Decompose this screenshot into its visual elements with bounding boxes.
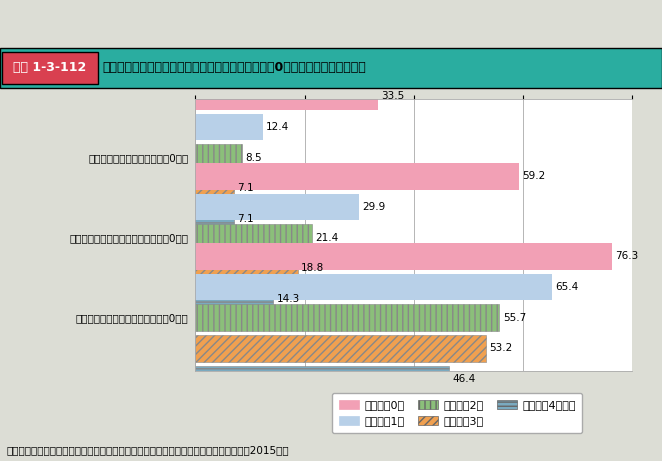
Bar	[195, 366, 449, 392]
Text: 33.5: 33.5	[381, 91, 404, 101]
Bar	[195, 225, 312, 251]
Text: 7.1: 7.1	[238, 183, 254, 194]
Bar	[195, 286, 273, 313]
Bar	[195, 83, 378, 110]
Text: 8.5: 8.5	[245, 153, 261, 163]
Text: 21.4: 21.4	[315, 233, 339, 243]
Bar	[195, 243, 612, 270]
Text: 29.9: 29.9	[362, 202, 385, 212]
Text: 子どもの数別の近所との交際度合い（交際人数が「0人」と答えた人の割合）: 子どもの数別の近所との交際度合い（交際人数が「0人」と答えた人の割合）	[103, 61, 366, 75]
Bar	[195, 274, 553, 301]
Text: 日常的に立ち話をする程度の人が「0人」: 日常的に立ち話をする程度の人が「0人」	[70, 233, 189, 243]
Bar	[195, 255, 298, 282]
Text: 18.8: 18.8	[301, 263, 324, 273]
Text: 80（%）: 80（%）	[594, 78, 632, 88]
Text: 65.4: 65.4	[556, 282, 579, 292]
Text: 生活面で協力しあっている人が「0人」: 生活面で協力しあっている人が「0人」	[76, 313, 189, 323]
Text: 14.3: 14.3	[277, 294, 300, 304]
Bar	[195, 304, 500, 331]
Bar	[195, 114, 263, 141]
Text: 図表 1-3-112: 図表 1-3-112	[13, 61, 87, 75]
Text: 55.7: 55.7	[502, 313, 526, 323]
Text: 7.1: 7.1	[238, 214, 254, 224]
Text: 53.2: 53.2	[489, 343, 512, 354]
Text: 12.4: 12.4	[266, 122, 289, 132]
Bar	[195, 335, 486, 362]
Text: 挨拶程度の付き合いの人が「0人」: 挨拶程度の付き合いの人が「0人」	[89, 153, 189, 163]
Bar	[195, 144, 242, 171]
Bar	[195, 194, 359, 220]
Text: 76.3: 76.3	[615, 251, 639, 261]
FancyBboxPatch shape	[2, 52, 98, 84]
Bar	[195, 206, 234, 232]
Bar	[195, 163, 518, 190]
FancyBboxPatch shape	[0, 48, 662, 88]
Text: 46.4: 46.4	[452, 374, 475, 384]
Text: 資料：厚生労働省政策統括官付政策評価官室委託「人口減少社会に関する意識調査」（2015年）: 資料：厚生労働省政策統括官付政策評価官室委託「人口減少社会に関する意識調査」（2…	[7, 445, 289, 455]
Bar	[195, 175, 234, 202]
Text: 59.2: 59.2	[522, 171, 545, 182]
Legend: 子どもが0人, 子どもが1人, 子どもが2人, 子どもが3人, 子どもが4人以上: 子どもが0人, 子どもが1人, 子どもが2人, 子どもが3人, 子どもが4人以上	[332, 393, 583, 433]
